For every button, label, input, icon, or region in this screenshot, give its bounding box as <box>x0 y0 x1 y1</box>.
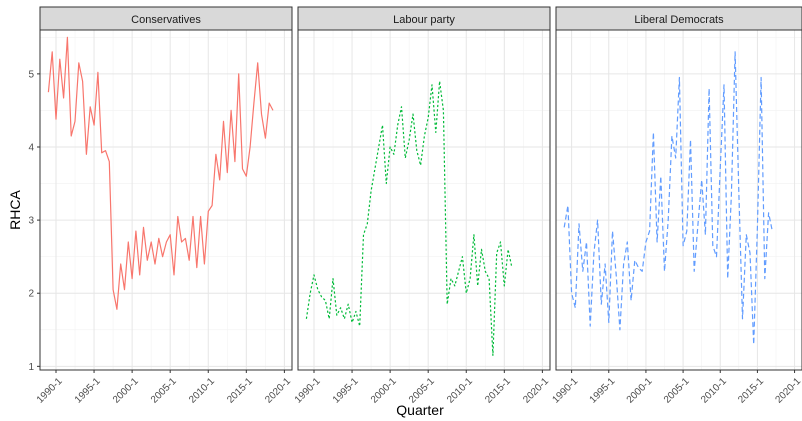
x-tick-label: 2000-1 <box>625 376 655 406</box>
y-tick-label: 3 <box>28 216 34 227</box>
y-tick-label: 2 <box>28 289 34 300</box>
x-tick-label: 2000-1 <box>369 376 399 406</box>
x-tick-label: 2000-1 <box>111 376 141 406</box>
x-tick-label: 1995-1 <box>331 376 361 406</box>
x-tick-label: 1990-1 <box>35 376 65 406</box>
x-tick-label: 2010-1 <box>187 376 217 406</box>
x-axis-title: Quarter <box>396 402 444 418</box>
panel-border <box>39 29 293 371</box>
panel-border <box>297 29 551 371</box>
x-tick-label: 2015-1 <box>736 376 766 406</box>
x-tick-label: 2020-1 <box>521 376 551 406</box>
y-tick-label: 1 <box>28 362 34 373</box>
facet-strip-label: Labour party <box>393 14 455 26</box>
x-tick-label: 2020-1 <box>773 376 802 406</box>
x-tick-label: 1995-1 <box>73 376 103 406</box>
y-tick-label: 4 <box>28 142 34 153</box>
series-line-conservatives <box>47 36 274 310</box>
facet-panel-1: Conservatives 1990-1 1995-1 2000-1 2005-1 201… <box>35 6 293 406</box>
y-axis-title: RHCA <box>7 190 23 230</box>
x-tick-label: 2020-1 <box>263 376 293 406</box>
x-tick-label: 1995-1 <box>588 376 618 406</box>
x-tick-label: 1990-1 <box>293 376 323 406</box>
x-tick-label: 2005-1 <box>662 376 692 406</box>
series-line-liberal-democrats <box>563 51 773 345</box>
y-tick-label: 5 <box>28 69 34 80</box>
x-tick-label: 2015-1 <box>225 376 255 406</box>
series-line-labour-party <box>305 80 513 356</box>
panel-border <box>555 29 802 371</box>
x-tick-label: 2015-1 <box>483 376 513 406</box>
x-tick-label: 2005-1 <box>149 376 179 406</box>
x-tick-label: 2010-1 <box>699 376 729 406</box>
x-tick-label: 1990-1 <box>550 376 580 406</box>
facet-strip-label: Liberal Democrats <box>634 14 724 26</box>
facet-panel-3: Liberal Democrats 1990-1 1995-1 2000-1 2005-… <box>550 6 802 406</box>
x-tick-label: 2010-1 <box>445 376 475 406</box>
facet-strip-label: Conservatives <box>131 14 201 26</box>
